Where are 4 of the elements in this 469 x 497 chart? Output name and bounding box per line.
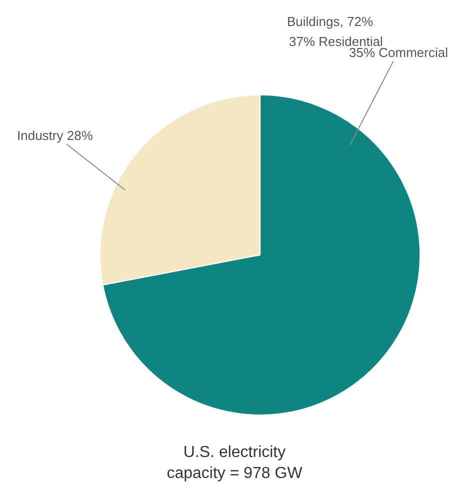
slice-label: Industry 28%	[17, 128, 94, 143]
pie-slice	[102, 94, 421, 416]
text: U.S. electricity capacity = 978 GW	[166, 444, 304, 482]
slice-label: Buildings, 72%	[287, 14, 374, 29]
